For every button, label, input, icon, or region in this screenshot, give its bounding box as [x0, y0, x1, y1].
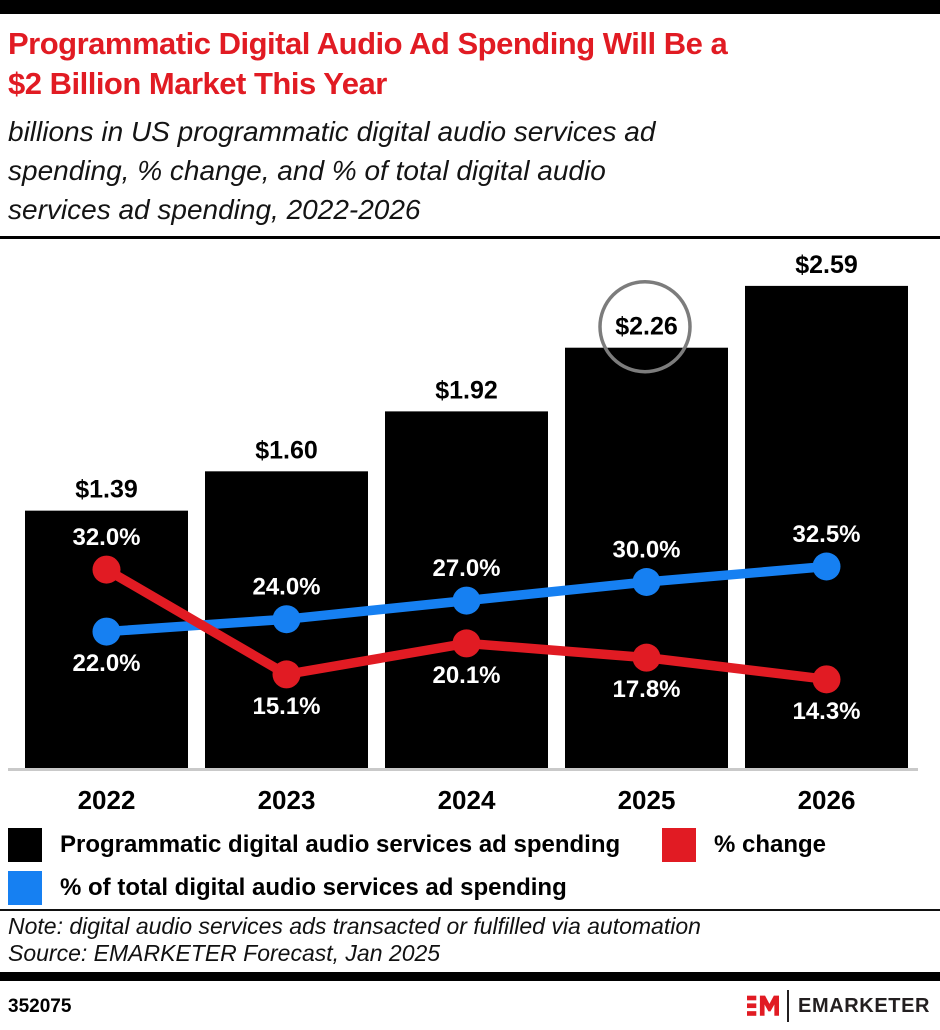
title-line-2: $2 Billion Market This Year: [8, 66, 387, 101]
x-axis-label: 2026: [798, 785, 856, 815]
subtitle-line-2: spending, % change, and % of total digit…: [8, 155, 606, 186]
source-text: Source: EMARKETER Forecast, Jan 2025: [8, 940, 441, 966]
page-title: Programmatic Digital Audio Ad Spending W…: [8, 24, 928, 104]
bar-value-label: $2.59: [795, 251, 858, 279]
combo-chart: $1.39 $1.60 $1.92 $2.26 $2.59 32.0% 15.1% 20.1%…: [8, 251, 918, 815]
footnote-divider: [0, 909, 940, 911]
data-point-dot: [452, 629, 481, 658]
bar-value-label: $1.92: [435, 376, 498, 404]
data-point-dot: [632, 568, 661, 596]
data-point-dot: [92, 555, 121, 584]
x-axis-label: 2024: [438, 785, 496, 815]
data-point-dot: [812, 552, 841, 581]
emarketer-logo: EMARKETER: [747, 986, 930, 1026]
data-point-dot: [452, 586, 481, 615]
line-value-label: 17.8%: [612, 676, 680, 703]
logo-divider: [787, 990, 789, 1022]
chart-id: 352075: [8, 996, 72, 1017]
data-point-dot: [92, 617, 121, 646]
subtitle-line-3: services ad spending, 2022-2026: [8, 194, 421, 225]
chart-subtitle: billions in US programmatic digital audi…: [8, 112, 928, 229]
bar: [565, 347, 728, 771]
note-text: Note: digital audio services ads transac…: [8, 913, 701, 939]
emarketer-wordmark: EMARKETER: [798, 994, 931, 1017]
x-axis-label: 2022: [78, 785, 136, 815]
line-value-label: 32.0%: [72, 524, 140, 551]
data-point-dot: [272, 605, 301, 634]
line-value-label: 20.1%: [432, 662, 500, 689]
header-divider: [0, 236, 940, 239]
value-annotation-circle: [598, 279, 692, 374]
legend-swatch-bar-series: [8, 828, 42, 862]
line-value-label: 24.0%: [252, 574, 320, 601]
em-logo-mark: [747, 995, 779, 1016]
legend-label-pct-change: % change: [714, 831, 827, 858]
line-value-label: 30.0%: [612, 537, 680, 564]
line-value-label: 14.3%: [792, 698, 860, 725]
data-point-dot: [272, 660, 301, 689]
x-axis-label: 2025: [618, 785, 676, 815]
legend-label-pct-share: % of total digital audio services ad spe…: [60, 874, 567, 901]
bar-value-label: $2.26: [615, 313, 678, 341]
line-value-label: 22.0%: [72, 650, 140, 677]
bar-value-label: $1.39: [75, 476, 138, 504]
x-axis-label: 2023: [258, 785, 316, 815]
line-value-label: 15.1%: [252, 693, 320, 720]
title-line-1: Programmatic Digital Audio Ad Spending W…: [8, 26, 728, 61]
legend-swatch-pct-share: [8, 871, 42, 905]
legend-label-bar-series: Programmatic digital audio services ad s…: [60, 831, 621, 858]
data-point-dot: [632, 643, 661, 672]
data-point-dot: [812, 665, 841, 694]
line-value-label: 27.0%: [432, 555, 500, 582]
top-accent-bar: [0, 0, 940, 14]
bar-value-label: $1.60: [255, 436, 318, 464]
line-value-label: 32.5%: [792, 521, 860, 548]
subtitle-line-1: billions in US programmatic digital audi…: [8, 116, 656, 147]
legend-swatch-pct-change: [662, 828, 696, 862]
footer-divider-bar: [0, 972, 940, 981]
